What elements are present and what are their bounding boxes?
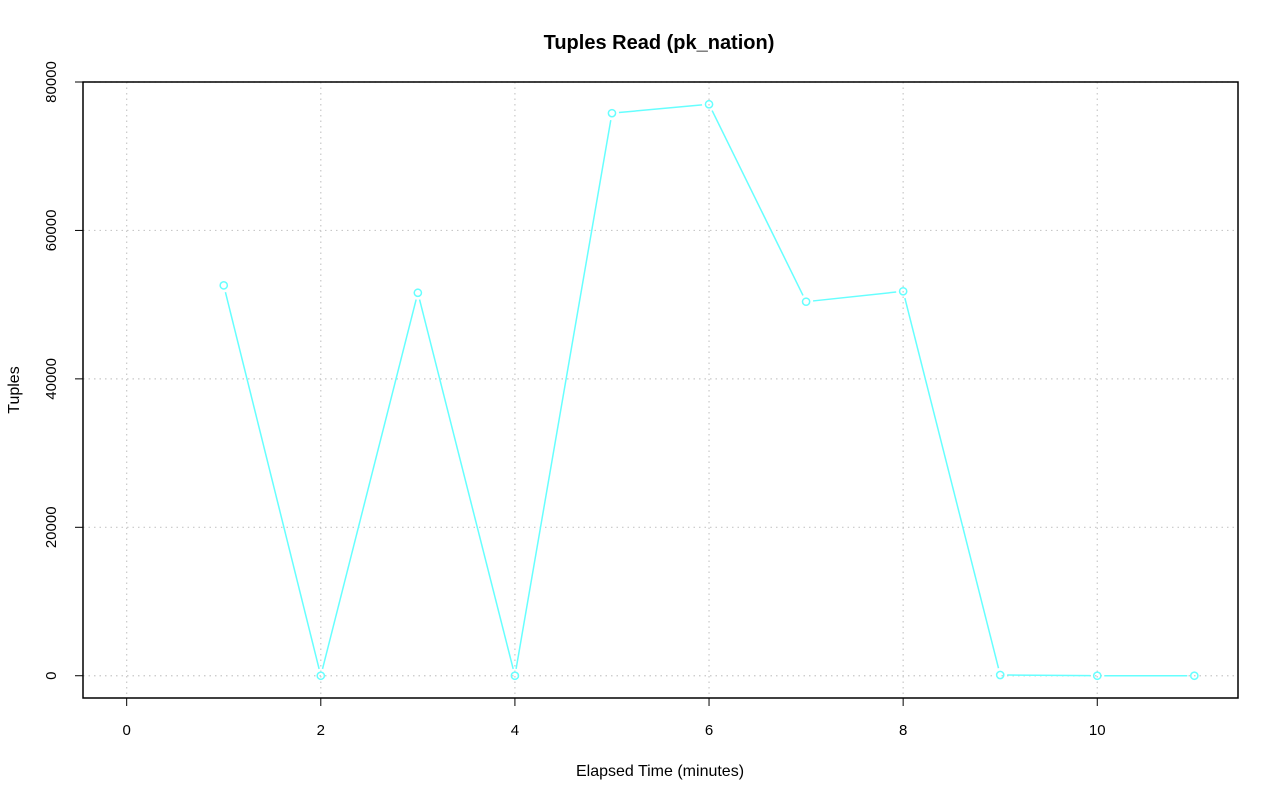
data-point	[413, 288, 423, 298]
data-point	[898, 286, 908, 296]
series-segment	[224, 291, 320, 670]
x-tick-label: 2	[317, 722, 325, 739]
y-axis: 0 20000 40000 60000 80000	[43, 61, 83, 680]
series-segment	[618, 104, 703, 114]
x-axis: 0 2 4 6 8 10	[123, 698, 1106, 739]
data-point	[1092, 671, 1102, 681]
y-tick-label: 0	[43, 672, 60, 680]
x-axis-label: Elapsed Time (minutes)	[576, 763, 744, 780]
series-segment	[812, 291, 897, 302]
data-point	[219, 281, 229, 290]
x-tick-label: 6	[705, 722, 713, 739]
data-points	[219, 99, 1199, 681]
y-tick-label: 60000	[43, 210, 60, 252]
data-point	[801, 297, 811, 307]
x-tick-label: 8	[899, 722, 907, 739]
x-tick-label: 4	[511, 722, 519, 739]
series-segment	[321, 299, 417, 670]
series-line	[224, 104, 1188, 677]
data-point	[607, 108, 617, 118]
data-point	[704, 99, 714, 109]
series-segment	[904, 297, 1000, 669]
grid	[83, 81, 1238, 698]
y-tick-label: 20000	[43, 506, 60, 548]
series-segment	[1007, 674, 1091, 677]
series-segment	[418, 299, 514, 670]
y-tick-label: 80000	[43, 61, 60, 103]
y-tick-label: 40000	[43, 358, 60, 400]
data-point	[316, 671, 326, 681]
series-segment	[711, 110, 804, 296]
chart-title: Tuples Read (pk_nation)	[544, 32, 775, 54]
x-tick-label: 0	[123, 722, 131, 739]
data-point	[1189, 671, 1199, 681]
series-segment	[515, 119, 612, 669]
data-point	[510, 671, 520, 681]
y-axis-label: Tuples	[6, 366, 23, 413]
x-tick-label: 10	[1089, 722, 1106, 739]
plot-frame	[82, 81, 1239, 699]
data-point	[995, 670, 1005, 680]
